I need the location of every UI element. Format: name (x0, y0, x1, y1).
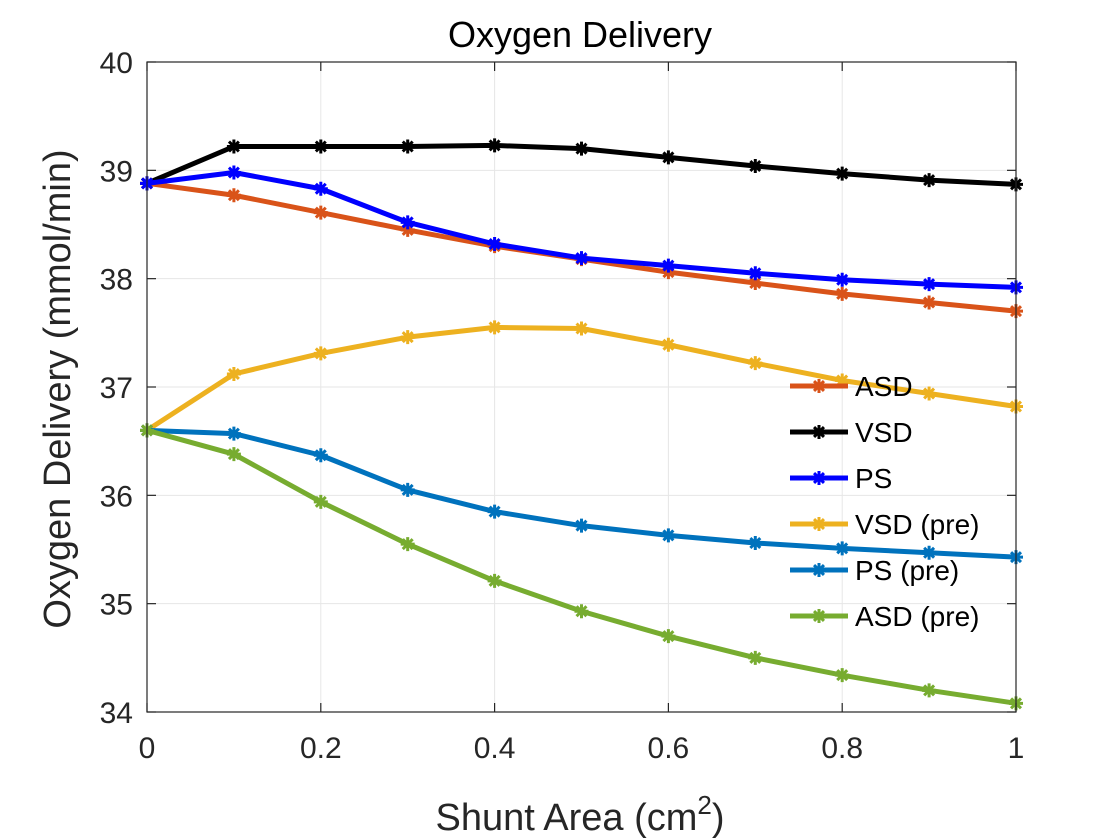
data-point (226, 165, 241, 180)
data-point (313, 494, 328, 509)
data-point (400, 482, 415, 497)
data-point (922, 545, 937, 560)
data-point (226, 139, 241, 154)
legend-swatch-marker (812, 563, 826, 577)
legend-label: PS (855, 463, 892, 494)
legend-label: VSD (pre) (855, 509, 979, 540)
data-point (922, 173, 937, 188)
data-point (748, 159, 763, 173)
x-axis-title-main: Shunt Area (cm (435, 797, 697, 839)
legend-entry: VSD (790, 417, 913, 448)
legend-entry: ASD (790, 371, 913, 402)
y-tick-label: 35 (100, 589, 133, 622)
data-point (487, 573, 502, 588)
data-point (313, 448, 328, 463)
data-point (226, 367, 241, 381)
y-tick-label: 34 (100, 697, 133, 730)
legend-label: VSD (855, 417, 913, 448)
data-point (748, 276, 763, 290)
legend-label: ASD (855, 371, 913, 402)
x-axis-title-superscript: 2 (697, 790, 711, 820)
data-point (400, 139, 415, 154)
data-point (748, 266, 763, 281)
y-tick-label: 37 (100, 372, 133, 405)
data-point (661, 258, 676, 273)
x-tick-label: 0.6 (648, 732, 690, 765)
legend-swatch-marker (812, 425, 826, 439)
data-point (487, 138, 502, 153)
data-point (400, 222, 415, 237)
data-point (574, 321, 589, 336)
data-point (487, 504, 502, 519)
data-point (661, 150, 676, 165)
x-tick-label: 0.4 (474, 732, 516, 765)
data-point (400, 537, 415, 552)
data-point (835, 166, 850, 181)
chart-title: Oxygen Delivery (448, 14, 712, 55)
legend-entry: ASD (pre) (790, 601, 979, 632)
data-point (661, 337, 676, 352)
data-point (661, 629, 676, 644)
data-point (748, 536, 763, 550)
data-point (226, 188, 241, 203)
data-point (835, 272, 850, 287)
data-point (487, 320, 502, 335)
data-point (400, 215, 415, 230)
data-point (835, 668, 850, 683)
y-tick-label: 38 (100, 264, 133, 297)
data-point (574, 251, 589, 266)
data-point (835, 373, 850, 388)
y-tick-label: 36 (100, 480, 133, 513)
x-tick-label: 0.2 (300, 732, 342, 765)
x-tick-label: 1 (1008, 732, 1025, 765)
x-tick-label: 0.8 (821, 732, 863, 765)
x-tick-label: 0 (139, 732, 156, 765)
data-point (835, 286, 850, 301)
data-point (922, 386, 937, 401)
legend-label: PS (pre) (855, 555, 959, 586)
y-axis-title: Oxygen Delivery (mmol/min) (37, 149, 79, 628)
y-tick-label: 40 (100, 47, 133, 80)
data-point (226, 447, 241, 462)
legend-swatch-marker (812, 471, 826, 485)
data-point (313, 205, 328, 220)
data-point (574, 518, 589, 533)
legend-swatch-marker (812, 609, 826, 623)
legend-entry: PS (pre) (790, 555, 959, 586)
legend: ASD VSD PS VSD (pre) PS (pre) ASD (pre) (790, 371, 979, 632)
data-point (922, 295, 937, 310)
y-tick-label: 39 (100, 155, 133, 188)
data-point (661, 528, 676, 543)
data-point (922, 683, 937, 698)
data-point (574, 604, 589, 619)
legend-swatch-marker (812, 379, 826, 393)
x-axis-title: Shunt Area (cm2) (435, 790, 724, 839)
data-point (226, 426, 241, 441)
legend-swatch-marker (812, 517, 826, 531)
axis-ticks: 0 0.2 0.4 0.6 0.8 1 34 35 36 37 38 39 40 (100, 47, 1025, 765)
data-point (313, 181, 328, 196)
data-point (835, 541, 850, 556)
series-layer (140, 138, 1023, 711)
data-point (922, 277, 937, 292)
data-point (313, 139, 328, 154)
data-point (574, 141, 589, 156)
legend-label: ASD (pre) (855, 601, 979, 632)
x-axis-title-close: ) (712, 797, 725, 839)
legend-entry: PS (790, 463, 892, 494)
legend-entry: VSD (pre) (790, 509, 979, 540)
series-asd-pre (140, 423, 1023, 711)
data-point (748, 356, 763, 371)
data-point (487, 237, 502, 251)
data-point (748, 650, 763, 665)
data-point (400, 330, 415, 345)
data-point (313, 346, 328, 361)
